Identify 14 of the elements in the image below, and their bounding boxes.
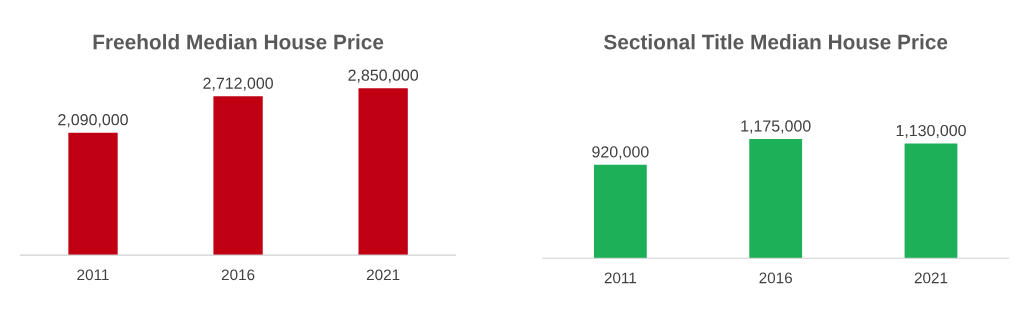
data-label: 1,130,000 bbox=[896, 124, 966, 139]
x-tick-label: 2011 bbox=[77, 269, 109, 281]
data-label: 2,090,000 bbox=[58, 114, 128, 128]
data-label: 2,850,000 bbox=[348, 69, 419, 83]
x-tick-label: 2021 bbox=[914, 272, 948, 284]
x-tick-label: 2016 bbox=[221, 269, 255, 281]
chart-title: Freehold Median House Price bbox=[93, 34, 384, 50]
x-tick-label: 2021 bbox=[366, 269, 400, 281]
chart-title: Sectional Title Median House Price bbox=[603, 34, 948, 50]
data-label: 2,712,000 bbox=[203, 77, 273, 91]
data-label: 1,175,000 bbox=[741, 120, 811, 134]
data-label: 920,000 bbox=[592, 146, 649, 160]
x-tick-label: 2011 bbox=[604, 272, 637, 284]
x-tick-label: 2016 bbox=[759, 272, 792, 284]
